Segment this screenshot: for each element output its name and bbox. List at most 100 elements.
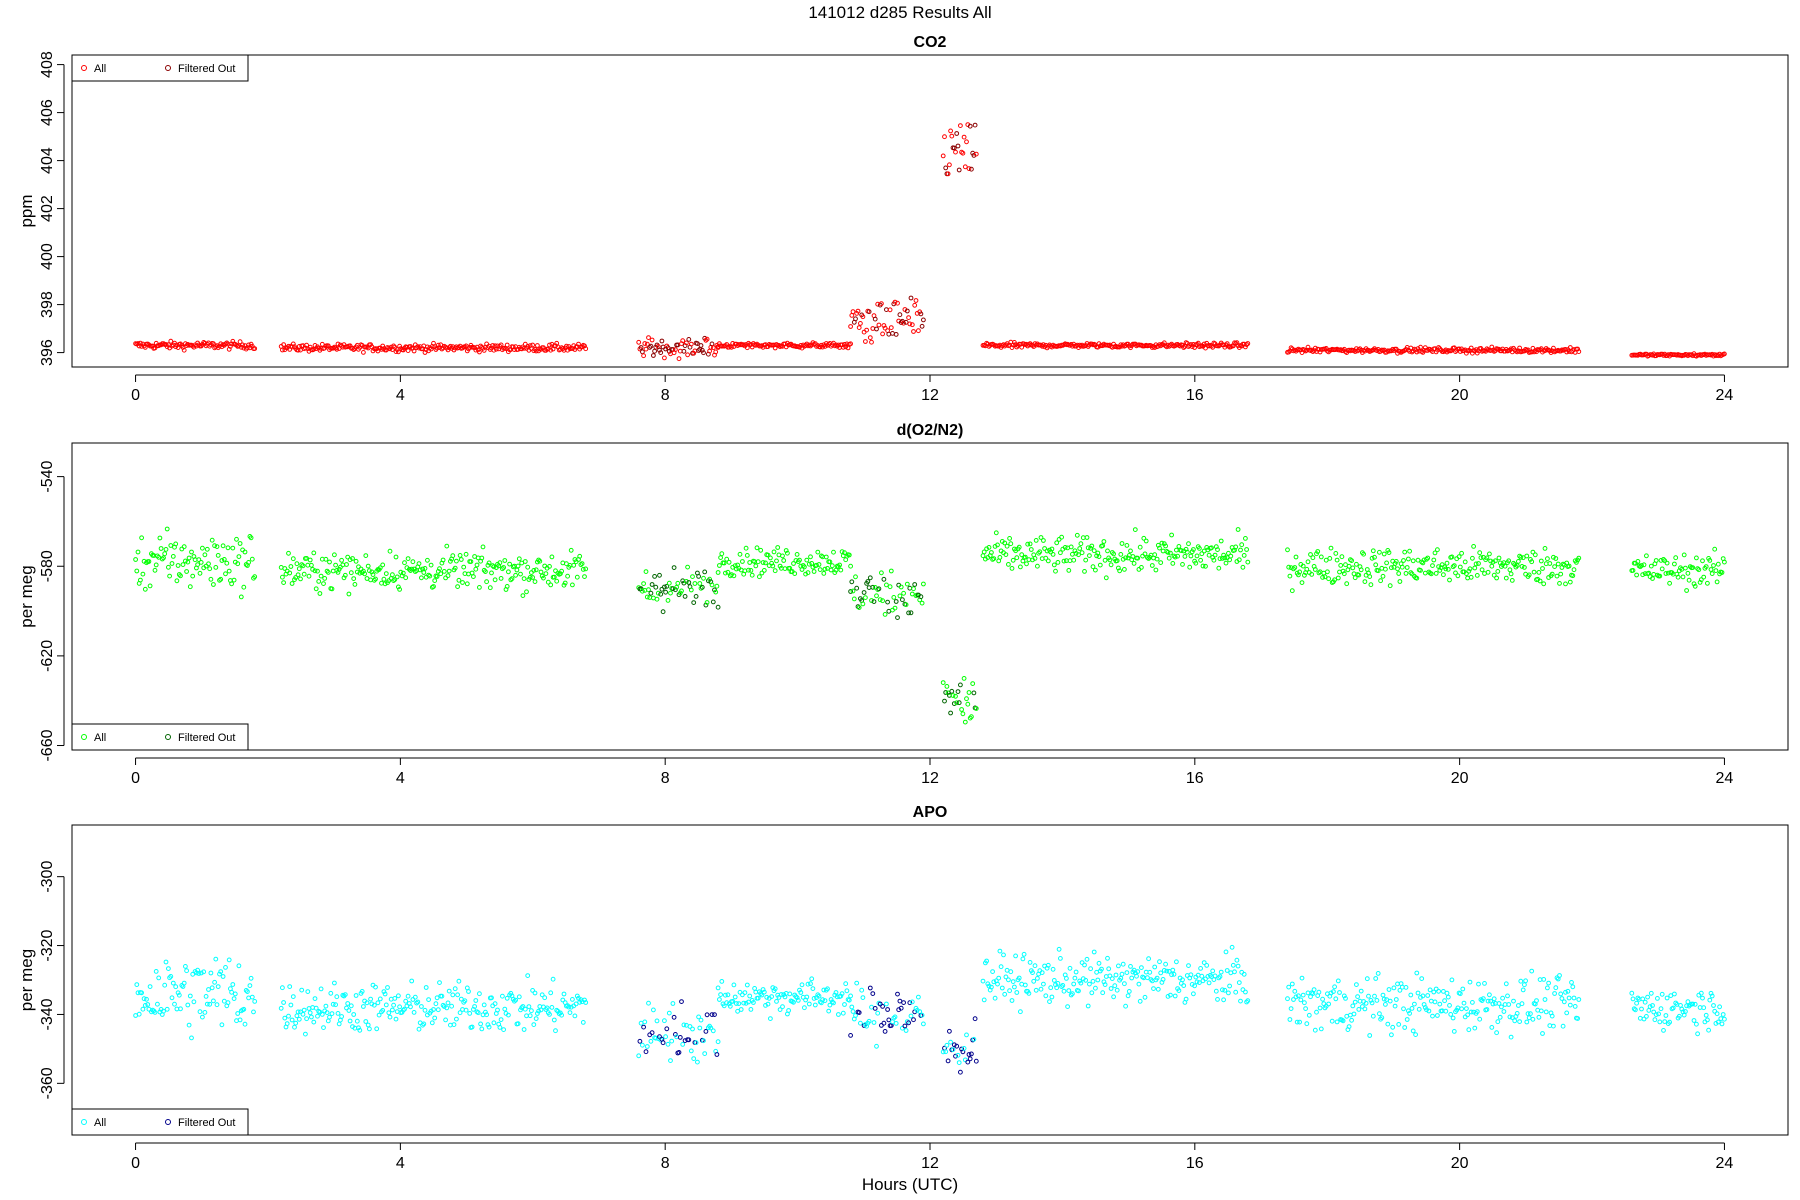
data-point	[1047, 999, 1052, 1004]
data-point	[827, 559, 833, 565]
data-point	[1285, 996, 1290, 1002]
data-point	[839, 342, 845, 348]
data-point	[655, 590, 661, 596]
data-point	[1073, 551, 1079, 556]
x-tick-label: 12	[921, 770, 939, 787]
data-point	[911, 586, 916, 592]
data-point	[1366, 993, 1371, 999]
data-point	[426, 997, 432, 1002]
data-point	[553, 568, 558, 574]
data-point	[212, 979, 218, 985]
data-point	[382, 581, 388, 587]
data-point	[869, 598, 874, 603]
filtered-point	[958, 682, 963, 688]
data-point	[1480, 996, 1486, 1001]
data-point	[367, 568, 372, 574]
data-point	[506, 569, 511, 575]
data-point	[1520, 987, 1526, 993]
data-point	[869, 339, 874, 345]
data-point	[567, 1010, 573, 1015]
data-point	[1355, 994, 1360, 999]
filtered-point	[943, 165, 949, 171]
filtered-point	[876, 586, 882, 592]
data-point	[759, 992, 765, 998]
data-point	[666, 580, 672, 586]
filtered-point	[865, 579, 871, 584]
data-point	[345, 554, 351, 560]
data-point	[305, 989, 311, 994]
data-point	[1065, 1004, 1070, 1009]
filtered-point	[919, 323, 925, 329]
data-point	[1059, 534, 1064, 540]
data-point	[1223, 560, 1229, 566]
data-point	[1335, 575, 1341, 581]
data-point	[1067, 965, 1073, 971]
data-point	[1012, 984, 1017, 990]
data-point	[234, 342, 239, 348]
data-point	[282, 1015, 288, 1021]
data-point	[484, 1012, 490, 1018]
filtered-point	[662, 584, 667, 590]
data-point	[1420, 993, 1426, 999]
data-point	[1466, 568, 1472, 574]
data-point	[1377, 549, 1382, 555]
data-point	[763, 1003, 768, 1008]
data-point	[432, 578, 438, 583]
data-point	[532, 990, 538, 996]
data-point	[746, 567, 751, 573]
data-point	[713, 589, 719, 595]
data-point	[565, 573, 570, 579]
data-point	[516, 994, 522, 1000]
data-point	[293, 1020, 299, 1026]
data-point	[1308, 552, 1313, 557]
data-point	[853, 574, 858, 580]
data-point	[1443, 1008, 1449, 1014]
data-point	[1305, 559, 1311, 565]
data-point	[831, 1000, 836, 1006]
data-point	[435, 342, 441, 348]
x-axis-label: Hours (UTC)	[862, 1175, 958, 1194]
data-point	[1061, 558, 1067, 564]
data-point	[195, 562, 201, 567]
data-point	[1064, 976, 1069, 981]
data-point	[1558, 991, 1564, 997]
data-point	[805, 981, 811, 987]
data-point	[708, 1025, 714, 1031]
data-point	[1234, 957, 1240, 963]
data-point	[1117, 568, 1122, 574]
data-point	[863, 595, 868, 600]
data-point	[286, 550, 291, 556]
data-point	[375, 1000, 381, 1006]
data-point	[1703, 564, 1709, 569]
data-point	[1397, 579, 1403, 584]
data-point	[1137, 544, 1143, 550]
data-point	[827, 1002, 833, 1008]
data-point	[1572, 1004, 1578, 1009]
data-point	[191, 344, 197, 350]
filtered-point	[951, 145, 957, 151]
data-point	[820, 344, 825, 350]
data-point	[328, 990, 334, 996]
data-point	[1118, 552, 1124, 557]
data-point	[1126, 989, 1132, 994]
filtered-point	[971, 690, 977, 696]
data-point	[572, 1013, 578, 1019]
data-point	[357, 570, 363, 576]
data-point	[140, 571, 146, 577]
data-point	[684, 340, 689, 346]
data-point	[1363, 1000, 1369, 1006]
data-point	[1354, 561, 1359, 567]
data-point	[1346, 1024, 1352, 1029]
data-point	[1370, 548, 1376, 554]
data-point	[293, 575, 299, 580]
data-point	[1194, 341, 1200, 347]
data-point	[298, 576, 303, 582]
data-point	[522, 1006, 528, 1012]
data-point	[1695, 566, 1700, 571]
data-point	[1100, 990, 1106, 996]
data-point	[860, 314, 866, 320]
data-point	[1437, 1001, 1443, 1007]
data-point	[718, 555, 723, 560]
data-point	[1538, 558, 1544, 564]
data-point	[548, 582, 554, 588]
